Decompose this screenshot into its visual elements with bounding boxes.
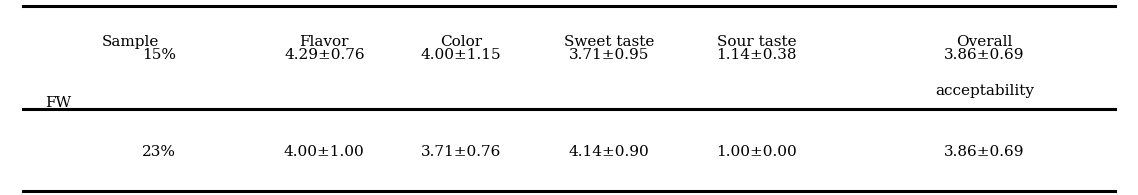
Text: 4.14±0.90: 4.14±0.90 — [569, 145, 649, 159]
Text: FW: FW — [46, 96, 72, 110]
Text: Sample: Sample — [102, 35, 159, 49]
Text: Color: Color — [439, 35, 483, 49]
Text: 4.00±1.00: 4.00±1.00 — [284, 145, 364, 159]
Text: 3.71±0.95: 3.71±0.95 — [569, 48, 649, 62]
Text: acceptability: acceptability — [935, 84, 1033, 98]
Text: 1.00±0.00: 1.00±0.00 — [717, 145, 797, 159]
Text: 3.86±0.69: 3.86±0.69 — [945, 48, 1024, 62]
Text: 3.86±0.69: 3.86±0.69 — [945, 145, 1024, 159]
Text: 1.14±0.38: 1.14±0.38 — [717, 48, 797, 62]
Text: Sweet taste: Sweet taste — [563, 35, 654, 49]
Text: 4.00±1.15: 4.00±1.15 — [421, 48, 501, 62]
Text: 3.71±0.76: 3.71±0.76 — [421, 145, 501, 159]
Text: Sour taste: Sour taste — [717, 35, 797, 49]
Text: 4.29±0.76: 4.29±0.76 — [284, 48, 364, 62]
Text: 15%: 15% — [142, 48, 176, 62]
Text: Flavor: Flavor — [299, 35, 349, 49]
Text: Overall: Overall — [956, 35, 1013, 49]
Text: 23%: 23% — [142, 145, 176, 159]
